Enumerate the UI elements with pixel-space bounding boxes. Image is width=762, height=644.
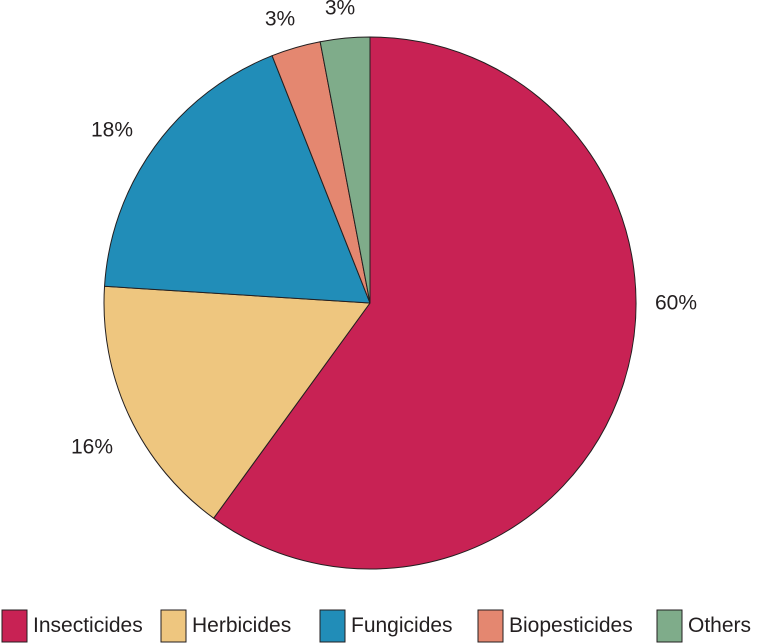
- pie-slices: [103, 36, 637, 570]
- pie-slice-insecticides: [213, 36, 637, 570]
- pie-slice-others: [319, 36, 371, 304]
- slice-label-fungicides: 18%: [91, 119, 133, 142]
- legend-label-biopesticides: Biopesticides: [509, 614, 633, 637]
- legend-item-insecticides: Insecticides: [1, 609, 143, 643]
- pie-slice-fungicides: [104, 55, 371, 304]
- slice-label-insecticides: 60%: [655, 292, 697, 315]
- legend-swatch-fungicides: [319, 609, 346, 643]
- legend: Insecticides Herbicides Fungicides Biopesti…: [1, 609, 751, 643]
- slice-label-herbicides: 16%: [71, 436, 113, 459]
- legend-item-others: Others: [656, 609, 751, 643]
- pie-slice-herbicides: [103, 285, 371, 519]
- legend-item-biopesticides: Biopesticides: [477, 609, 633, 643]
- legend-label-herbicides: Herbicides: [192, 614, 291, 637]
- legend-swatch-biopesticides: [477, 609, 504, 643]
- legend-swatch-herbicides: [160, 609, 187, 643]
- legend-label-fungicides: Fungicides: [351, 614, 453, 637]
- legend-swatch-others: [656, 609, 683, 643]
- legend-item-fungicides: Fungicides: [319, 609, 453, 643]
- legend-label-insecticides: Insecticides: [33, 614, 143, 637]
- slice-label-biopesticides: 3%: [265, 8, 295, 31]
- pie-slice-labels: 60% 16% 18% 3% 3%: [71, 0, 697, 459]
- legend-item-herbicides: Herbicides: [160, 609, 291, 643]
- slice-label-others: 3%: [325, 0, 355, 20]
- legend-swatch-insecticides: [1, 609, 28, 643]
- legend-label-others: Others: [688, 614, 751, 637]
